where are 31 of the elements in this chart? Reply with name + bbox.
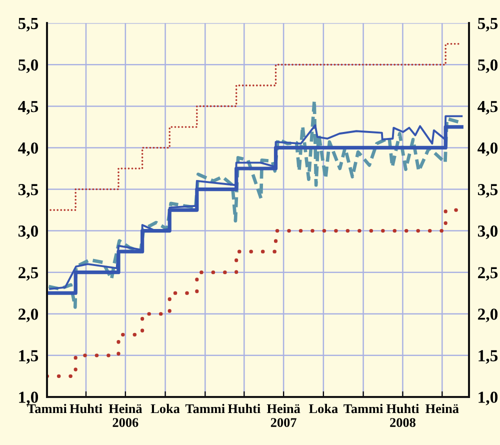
y-tick-label: 1,0 [19, 392, 38, 406]
y2-tick-label: 4,0 [478, 142, 498, 156]
x-tick-label: Heinä 2007 [266, 404, 300, 427]
y-tick-label: 4,0 [18, 142, 38, 156]
x-tick-label: Loka [150, 404, 180, 414]
y2-tick-label: 3,0 [478, 226, 498, 240]
x-tick-label: Heinä 2006 [108, 404, 142, 427]
y2-tick-label: 5,0 [478, 59, 498, 74]
x-tick-label: Huhti [70, 404, 102, 414]
y2-tick-label: 5,5 [478, 18, 498, 32]
x-tick-label: Loka [308, 404, 338, 414]
y2-tick-label: 1,0 [478, 392, 498, 406]
y-tick-label: 3,0 [18, 226, 38, 240]
y2-tick-label: 4,5 [478, 101, 498, 115]
x-tick-label: Huhti [228, 404, 260, 414]
x-tick-label: Tammi [185, 404, 225, 414]
y-tick-label: 3,5 [18, 184, 38, 198]
x-tick-label: Huhti 2008 [386, 404, 420, 427]
y2-tick-label: 1,5 [478, 350, 498, 364]
x-tick-label: Heinä [426, 404, 459, 414]
y-tick-label: 5,5 [18, 18, 38, 32]
x-tick-label: Tammi [344, 404, 384, 414]
y2-tick-label: 3,5 [478, 184, 498, 198]
y-tick-label: 2,0 [18, 308, 38, 322]
y-tick-label: 1,5 [19, 350, 38, 364]
y-tick-label: 5,0 [18, 59, 38, 74]
x-tick-label: Tammi [27, 404, 67, 414]
y2-tick-label: 2,0 [478, 308, 498, 322]
y-tick-label: 2,5 [18, 267, 38, 281]
y2-tick-label: 2,5 [478, 267, 498, 281]
y-tick-label: 4,5 [18, 101, 38, 115]
